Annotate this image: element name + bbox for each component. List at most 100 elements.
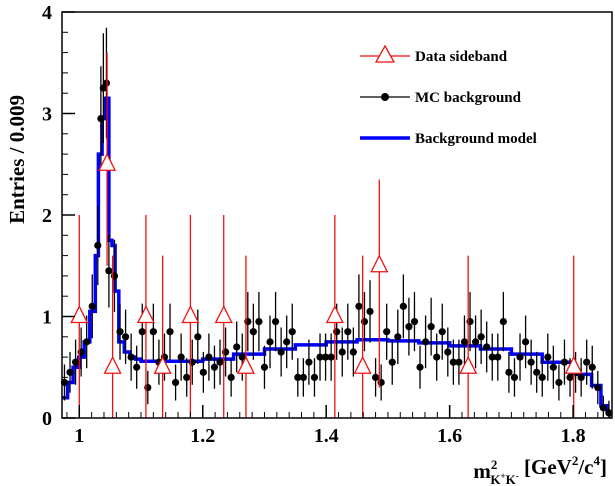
mc-point: [288, 328, 296, 336]
mc-point: [416, 363, 424, 371]
mc-point: [499, 317, 507, 326]
mc-point: [221, 348, 230, 356]
mc-point: [433, 353, 441, 361]
mc-point: [460, 338, 469, 346]
mc-point: [183, 373, 191, 381]
mc-point: [144, 383, 152, 392]
y-tick-label: 3: [42, 104, 52, 126]
mc-point: [394, 333, 402, 341]
mc-point: [283, 338, 291, 346]
mc-point: [216, 358, 224, 366]
mc-point: [477, 333, 485, 341]
mc-point: [449, 358, 457, 366]
mc-point: [538, 373, 546, 381]
mc-point: [121, 333, 130, 341]
x-axis-title-unit-close: ]: [600, 455, 607, 479]
mc-point: [377, 378, 385, 387]
mc-point: [560, 358, 569, 366]
mc-point: [188, 358, 196, 366]
mc-point: [97, 114, 105, 123]
y-tick-label: 1: [42, 307, 52, 329]
legend-label: MC background: [415, 90, 522, 106]
x-axis-title-subscript-minus: -: [516, 471, 519, 481]
mc-point: [516, 353, 524, 361]
mc-point: [105, 267, 113, 275]
mc-point: [488, 353, 496, 361]
mc-point: [349, 348, 357, 356]
x-axis-title-unit-mid: /c: [577, 455, 593, 479]
mc-point: [171, 378, 180, 387]
mc-point: [405, 323, 413, 331]
data-point: [370, 254, 389, 273]
legend-item: Data sideband: [360, 44, 508, 65]
mc-point: [521, 338, 530, 346]
mc-point: [194, 333, 202, 341]
x-axis-title-unit-sup2: 4: [594, 453, 601, 468]
mc-point: [366, 307, 374, 316]
mc-point: [333, 328, 341, 336]
data-point: [136, 305, 156, 324]
mc-point: [533, 368, 541, 376]
mc-point: [310, 373, 319, 381]
legend-triangle-marker: [374, 44, 396, 63]
mc-point: [77, 348, 85, 356]
mc-point: [577, 373, 585, 381]
mc-point: [483, 343, 491, 351]
x-tick-label: 1.4: [314, 425, 339, 447]
mc-point: [116, 328, 124, 336]
model-layer: [62, 96, 610, 413]
mc-point: [599, 404, 607, 412]
data-point: [181, 305, 200, 324]
mc-point: [549, 363, 557, 371]
mc-point: [588, 363, 596, 371]
mc-point: [399, 302, 407, 310]
legend-circle-marker: [381, 93, 389, 101]
mc-point: [177, 353, 185, 361]
x-axis-title-prefix: m: [473, 459, 491, 483]
mc-point: [594, 383, 602, 392]
x-axis-title-superscript: 2: [491, 457, 498, 472]
mc-point: [255, 317, 263, 326]
mc-point: [327, 353, 335, 361]
y-tick-label: 0: [42, 408, 52, 430]
mc-point: [199, 368, 207, 376]
data-point: [70, 305, 89, 324]
mc-point: [444, 348, 452, 356]
mc-point: [294, 373, 302, 381]
mc-point: [344, 328, 352, 336]
mc-point: [127, 353, 135, 361]
mc-point: [210, 363, 219, 371]
legend-item: Background model: [360, 131, 537, 147]
x-axis-title-subscript-k1: K: [490, 472, 501, 486]
legend-item: MC background: [360, 90, 522, 106]
mc-point: [71, 358, 80, 366]
mc-point: [494, 353, 502, 361]
mc-point: [355, 302, 363, 310]
mc-point: [249, 328, 257, 336]
data-point: [564, 355, 583, 374]
x-tick-label: 1.8: [561, 425, 586, 447]
legend-label: Data sideband: [415, 49, 508, 65]
mc-point: [227, 373, 235, 381]
mc-point: [94, 241, 102, 250]
y-axis-title: Entries / 0.009: [5, 95, 29, 224]
mc-point: [277, 348, 285, 356]
mc-point: [138, 328, 146, 336]
mc-point: [360, 317, 369, 326]
x-tick-label: 1.6: [437, 425, 462, 447]
x-axis-title-subscript-plus: +: [501, 471, 506, 481]
data-point: [459, 355, 478, 374]
mc-point: [566, 373, 574, 381]
mc-point: [427, 323, 435, 331]
legend: Data sideband MC background Background mod…: [360, 44, 537, 147]
x-tick-label: 1: [74, 425, 84, 447]
mc-point: [133, 363, 141, 371]
mc-point: [438, 328, 446, 336]
data-point: [236, 355, 256, 374]
mc-point: [583, 358, 591, 366]
background-model-line: [62, 96, 610, 413]
mc-point: [271, 317, 280, 326]
mc-point: [383, 328, 391, 336]
mc-point: [88, 302, 96, 310]
x-axis-title-unit-open: [GeV: [519, 455, 572, 479]
